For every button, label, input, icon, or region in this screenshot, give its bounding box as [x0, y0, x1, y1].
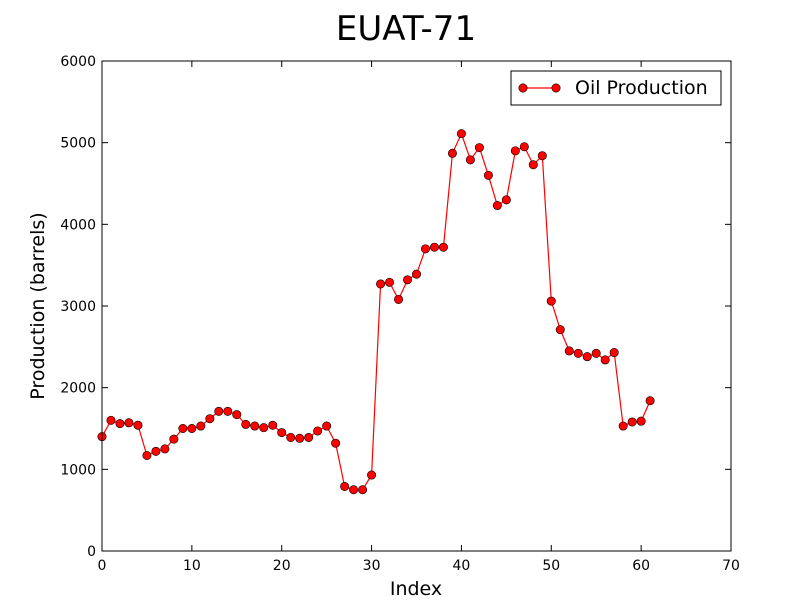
data-point	[277, 428, 287, 438]
data-point	[196, 421, 206, 431]
y-tick-label: 2000	[60, 381, 96, 397]
x-tick-label: 10	[183, 558, 201, 574]
y-tick-label: 5000	[60, 136, 96, 152]
data-point	[376, 279, 386, 289]
data-point	[403, 275, 413, 285]
data-point	[510, 146, 520, 156]
data-point	[367, 470, 377, 480]
data-point	[385, 277, 395, 287]
data-point	[268, 420, 278, 430]
x-tick-label: 40	[453, 558, 471, 574]
data-point	[151, 446, 161, 456]
data-point	[331, 438, 341, 448]
data-point	[645, 396, 655, 406]
legend: Oil Production	[510, 70, 722, 106]
y-tick-label: 1000	[60, 462, 96, 478]
data-point	[555, 325, 565, 335]
data-point	[537, 151, 547, 161]
x-tick-label: 0	[98, 558, 107, 574]
data-point	[465, 155, 475, 165]
legend-marker	[551, 83, 561, 93]
data-point	[232, 410, 242, 420]
data-point	[160, 444, 170, 454]
y-tick-label: 6000	[60, 54, 96, 70]
x-tick-label: 50	[542, 558, 560, 574]
data-point	[618, 421, 628, 431]
data-point	[250, 421, 260, 431]
legend-marker	[518, 83, 528, 93]
data-point	[115, 419, 125, 429]
axis-ticks: 0 10 20 30 40 50 60 70 0 1000 2000 3000 4000 5000 6000	[60, 54, 740, 574]
y-axis-title: Production (barrels)	[27, 212, 49, 399]
x-tick-label: 60	[632, 558, 650, 574]
data-point	[340, 481, 350, 491]
plot-frame	[101, 60, 732, 552]
data-point	[591, 348, 601, 358]
data-point	[214, 406, 224, 416]
data-point	[447, 148, 457, 158]
data-point	[142, 450, 152, 460]
y-tick-label: 0	[87, 544, 96, 560]
data-point	[349, 485, 359, 495]
data-point	[582, 352, 592, 362]
plot-area	[102, 61, 731, 551]
data-point	[106, 415, 116, 425]
data-point	[600, 355, 610, 365]
data-point	[313, 426, 323, 436]
data-point	[546, 296, 556, 306]
data-point	[483, 170, 493, 180]
data-point	[358, 485, 368, 495]
data-point	[411, 269, 421, 279]
data-point	[223, 406, 233, 416]
y-tick-label: 3000	[60, 299, 96, 315]
data-point	[438, 242, 448, 252]
data-point	[456, 129, 466, 139]
x-tick-label: 20	[273, 558, 291, 574]
legend-label: Oil Production	[575, 77, 708, 99]
data-point	[609, 348, 619, 358]
data-point	[474, 143, 484, 153]
data-point	[564, 346, 574, 356]
data-point	[187, 423, 197, 433]
x-tick-label: 70	[722, 558, 740, 574]
series-layer	[97, 129, 655, 495]
x-tick-label: 30	[363, 558, 381, 574]
data-point	[429, 242, 439, 252]
chart-title: EUAT-71	[336, 9, 476, 49]
x-axis-title: Index	[390, 578, 442, 600]
data-point	[519, 142, 529, 152]
data-point	[259, 423, 269, 433]
data-point	[394, 294, 404, 304]
data-point	[627, 417, 637, 427]
data-point	[636, 416, 646, 426]
data-point	[169, 434, 179, 444]
data-point	[124, 418, 134, 428]
data-point	[205, 414, 215, 424]
data-point	[528, 160, 538, 170]
data-point	[322, 421, 332, 431]
data-point	[241, 419, 251, 429]
data-point	[420, 244, 430, 254]
data-point	[286, 432, 296, 442]
y-tick-label: 4000	[60, 217, 96, 233]
data-point	[133, 420, 143, 430]
data-point	[501, 195, 511, 205]
data-point	[304, 432, 314, 442]
data-point	[573, 348, 583, 358]
data-point	[492, 201, 502, 211]
data-point	[178, 423, 188, 433]
data-point	[295, 433, 305, 443]
